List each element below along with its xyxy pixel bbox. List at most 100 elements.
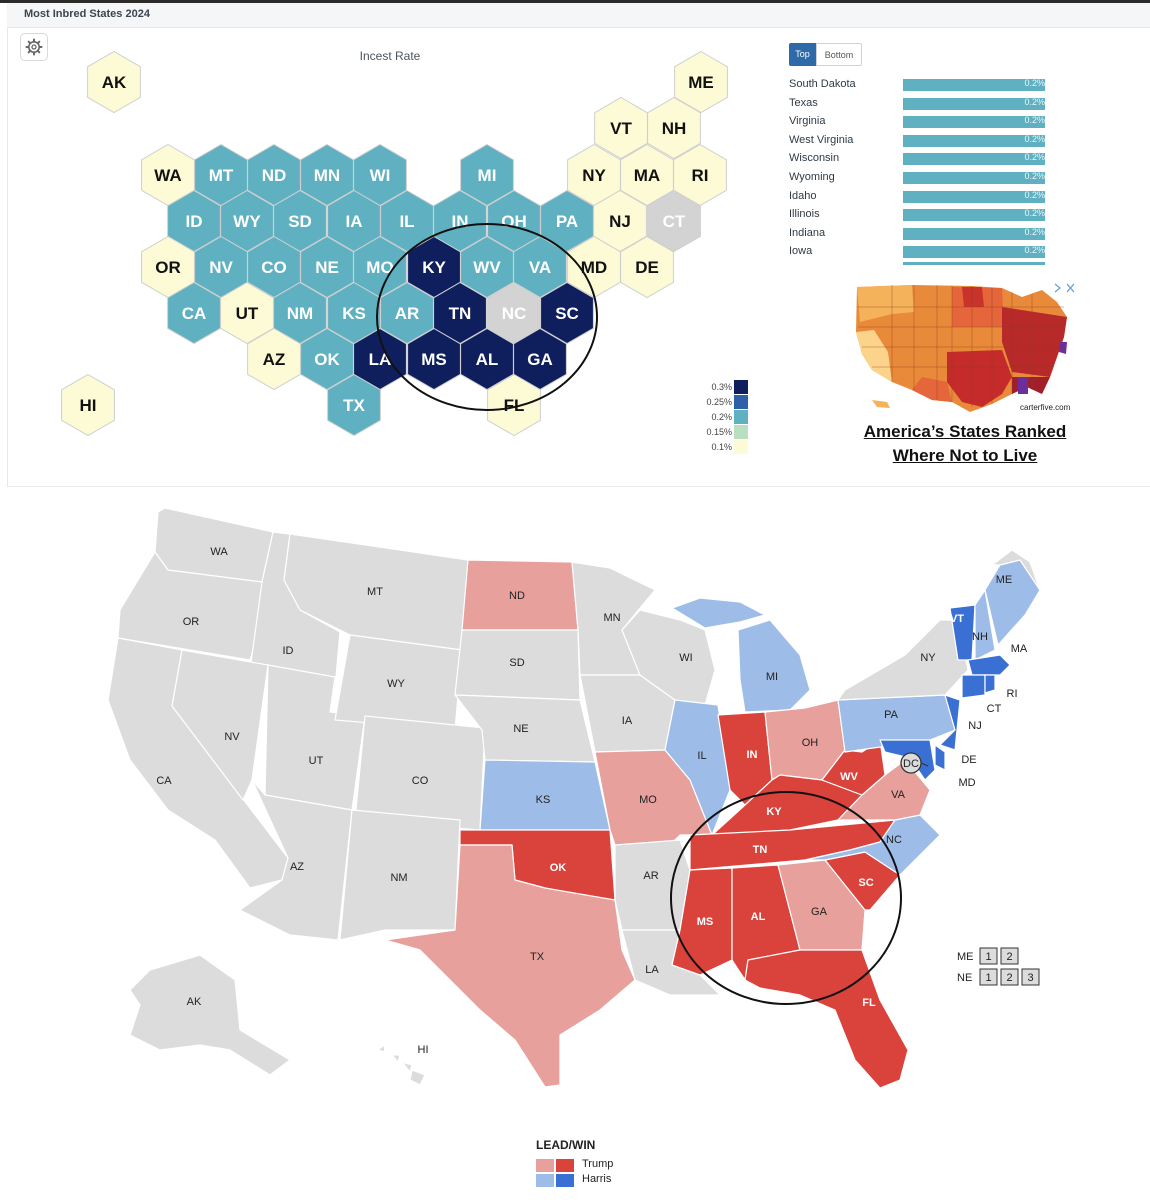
state-NV[interactable]: [171, 649, 269, 801]
state-MI[interactable]: [737, 619, 811, 713]
hex-DE[interactable]: [620, 235, 674, 299]
hex-label-OH: OH: [501, 212, 527, 231]
state-label-NC: NC: [886, 834, 902, 846]
legend-label: 0.3%: [711, 382, 732, 392]
rank-value: 0.2%: [1024, 171, 1045, 181]
election-map: WA OR CA ID NV MT WY UT AZ CO NM ND SD NE KS OK TX MN IA MO…: [107, 507, 1041, 1089]
rank-value: 0.2%: [1024, 189, 1045, 200]
hex-label-GA: GA: [527, 350, 553, 369]
state-label-ID: ID: [283, 645, 294, 657]
legend-swatch: [734, 425, 748, 439]
state-MD[interactable]: [879, 739, 936, 781]
state-TX[interactable]: [384, 844, 636, 1088]
rank-state-name: Indiana: [789, 226, 826, 239]
state-label-MD: MD: [958, 777, 975, 789]
state-NY[interactable]: [837, 619, 969, 701]
state-GA[interactable]: [777, 859, 866, 951]
hex-label-ME: ME: [688, 73, 714, 92]
state-MA[interactable]: [967, 654, 1011, 676]
split-vote-box[interactable]: [1000, 947, 1019, 965]
legend-trump-win: [556, 1159, 574, 1172]
hex-label-SC: SC: [555, 304, 579, 323]
hex-label-SD: SD: [288, 212, 312, 231]
state-NJ[interactable]: [939, 694, 961, 751]
rank-value: 0.2%: [1024, 208, 1045, 219]
hex-label-MS: MS: [421, 350, 447, 369]
state-NM[interactable]: [339, 809, 461, 941]
hexmap: AK ME VT NH WA MT ND MN WI MI NY MA RI ID WY SD IA IL IN OH…: [61, 50, 728, 437]
state-label-UT: UT: [309, 755, 324, 767]
split-vote-box[interactable]: [979, 947, 998, 965]
hex-label-MN: MN: [314, 166, 340, 185]
hex-label-VA: VA: [529, 258, 551, 277]
state-label-OH: OH: [802, 737, 819, 749]
hex-NH[interactable]: [647, 96, 701, 160]
state-HI[interactable]: [377, 1044, 426, 1086]
rank-value: 0.2%: [1024, 152, 1045, 163]
legend-label: 0.2%: [711, 412, 732, 422]
window-top-border: [0, 0, 1150, 3]
hex-label-IL: IL: [399, 212, 414, 231]
hex-CT[interactable]: [647, 189, 701, 253]
tab-top[interactable]: Top: [789, 43, 816, 66]
rank-state-name: West Virginia: [789, 133, 854, 146]
state-NC[interactable]: [804, 814, 941, 876]
state-NH[interactable]: [974, 589, 996, 661]
hex-MI[interactable]: [460, 143, 514, 207]
split-vote-box[interactable]: [1021, 968, 1040, 986]
ad-map-image[interactable]: [852, 282, 1077, 414]
state-AR[interactable]: [614, 839, 691, 931]
state-label-AL: AL: [751, 911, 766, 923]
split-vote-box-label: 2: [1006, 972, 1012, 984]
rank-bar: [903, 246, 1045, 259]
state-label-MS: MS: [697, 916, 714, 928]
hex-HI[interactable]: [61, 373, 115, 437]
state-label-NH: NH: [972, 631, 988, 643]
state-label-DC: DC: [903, 758, 919, 770]
gear-icon: [25, 38, 43, 56]
state-label-NJ: NJ: [968, 720, 981, 732]
state-label-AR: AR: [643, 870, 658, 882]
legend-label: 0.1%: [711, 442, 732, 452]
hex-label-ID: ID: [186, 212, 203, 231]
state-DE[interactable]: [934, 744, 946, 771]
state-MI-up[interactable]: [671, 597, 766, 629]
ad-close-icon[interactable]: [1053, 282, 1076, 294]
state-label-MN: MN: [603, 612, 620, 624]
split-vote-box[interactable]: [979, 968, 998, 986]
state-CT[interactable]: [961, 674, 986, 699]
state-FL[interactable]: [744, 949, 909, 1089]
settings-button[interactable]: [20, 33, 48, 61]
hex-label-DE: DE: [635, 258, 659, 277]
legend-harris-lead: [536, 1174, 554, 1187]
state-label-KS: KS: [536, 794, 551, 806]
state-AK[interactable]: [129, 954, 291, 1076]
hex-label-IN: IN: [452, 212, 469, 231]
state-ME-blank[interactable]: [991, 549, 1041, 591]
split-vote-box[interactable]: [1000, 968, 1019, 986]
hex-label-CA: CA: [182, 304, 207, 323]
rank-bar: [903, 97, 1045, 110]
rank-bar: [903, 116, 1045, 129]
ad-headline-link[interactable]: America’s States Ranked Where Not to Liv…: [840, 420, 1090, 468]
state-label-MO: MO: [639, 794, 657, 806]
hex-label-MA: MA: [634, 166, 660, 185]
state-label-FL: FL: [862, 997, 876, 1009]
hex-ME[interactable]: [674, 50, 728, 114]
state-AZ[interactable]: [239, 779, 353, 941]
hex-label-PA: PA: [556, 212, 578, 231]
tab-bottom[interactable]: Bottom: [816, 43, 862, 66]
ad-credit: carterfive.com: [1020, 403, 1071, 412]
hex-AK[interactable]: [87, 50, 141, 114]
state-label-MA: MA: [1011, 643, 1028, 655]
hex-label-AK: AK: [102, 73, 127, 92]
state-label-OK: OK: [550, 862, 567, 874]
state-RI[interactable]: [984, 674, 996, 694]
state-label-MT: MT: [367, 586, 383, 598]
hex-label-CO: CO: [261, 258, 287, 277]
split-vote-box-label: 3: [1027, 972, 1033, 984]
hex-label-CT: CT: [663, 212, 686, 231]
rank-bar: [903, 172, 1045, 184]
hex-label-MT: MT: [209, 166, 234, 185]
hex-label-MD: MD: [581, 258, 607, 277]
